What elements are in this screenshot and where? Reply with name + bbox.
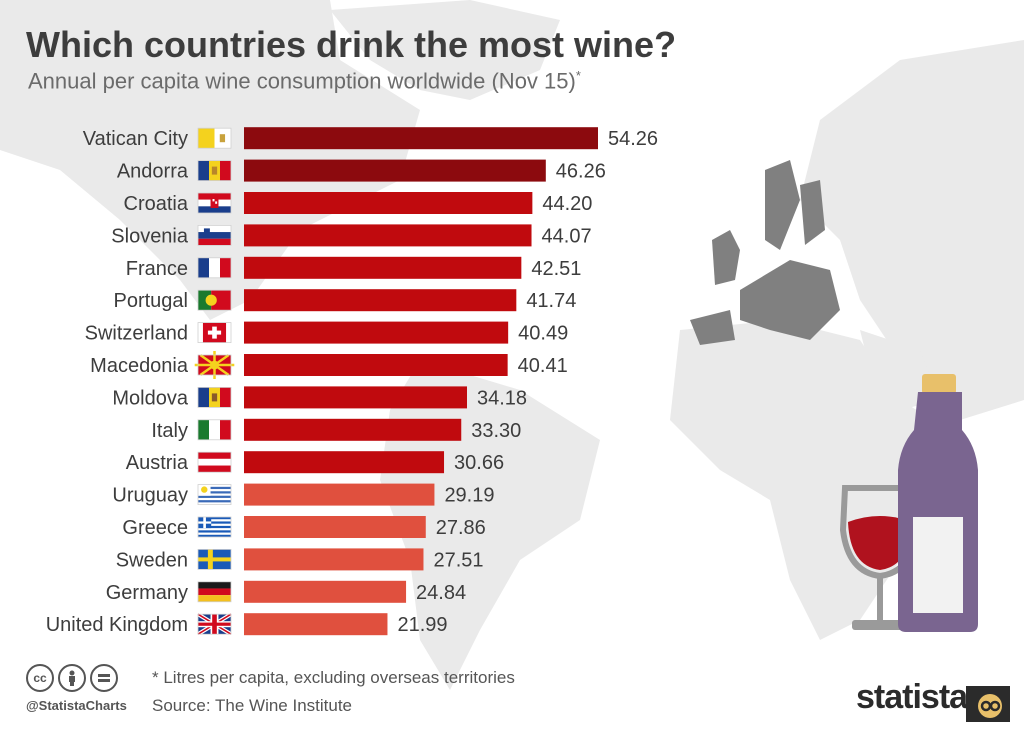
value-label: 44.20 xyxy=(542,193,592,215)
wine-bottle-icon xyxy=(898,374,978,632)
bar xyxy=(244,321,509,344)
value-label: 41.74 xyxy=(526,290,576,312)
license-icons: cc xyxy=(26,664,118,692)
statista-logo: statista xyxy=(856,678,968,716)
statista-logo-mark-icon xyxy=(966,686,1010,722)
portugal-flag-icon xyxy=(197,289,232,311)
bar xyxy=(244,127,598,150)
category-label: Uruguay xyxy=(112,485,188,507)
category-label: Vatican City xyxy=(83,128,188,150)
bar xyxy=(244,159,546,182)
bar xyxy=(244,580,407,603)
south-america-shape xyxy=(380,360,600,690)
source-note: Source: The Wine Institute xyxy=(152,696,353,715)
italy-flag-icon xyxy=(197,419,232,441)
category-label: Andorra xyxy=(117,161,189,183)
value-label: 27.86 xyxy=(436,517,486,539)
vatican-flag-icon xyxy=(197,127,232,149)
value-label: 42.51 xyxy=(531,258,581,280)
moldova-flag-icon xyxy=(197,386,232,408)
value-label: 33.30 xyxy=(471,420,521,442)
category-label: Sweden xyxy=(116,549,188,571)
bar xyxy=(244,354,508,376)
category-label: France xyxy=(126,258,188,280)
footnote: * Litres per capita, excluding overseas … xyxy=(152,668,515,687)
value-label: 40.41 xyxy=(518,355,568,377)
value-label: 44.07 xyxy=(542,225,592,247)
category-label: Germany xyxy=(106,582,188,604)
bar xyxy=(244,386,467,409)
bar xyxy=(244,483,435,506)
bar xyxy=(244,289,517,312)
europe-highlight xyxy=(690,160,840,345)
subtitle-text: Annual per capita wine consumption world… xyxy=(28,68,576,94)
bar xyxy=(244,192,533,214)
switzerland-flag-icon xyxy=(197,322,232,344)
value-label: 29.19 xyxy=(444,485,494,507)
value-label: 34.18 xyxy=(477,387,527,409)
category-label: Switzerland xyxy=(85,323,188,345)
bar xyxy=(244,516,426,538)
category-label: Moldova xyxy=(112,387,188,409)
value-label: 27.51 xyxy=(433,549,483,571)
andorra-flag-icon xyxy=(197,160,232,181)
category-label: Italy xyxy=(151,420,188,442)
subtitle-footnote-mark: * xyxy=(575,68,581,83)
bar xyxy=(244,256,522,279)
north-america-shape xyxy=(0,0,420,320)
value-label: 46.26 xyxy=(556,161,606,183)
category-label: United Kingdom xyxy=(46,614,188,636)
chart-title: Which countries drink the most wine? xyxy=(26,24,677,65)
greenland-shape xyxy=(330,0,560,100)
bar xyxy=(244,418,462,441)
creative-commons-icon: cc xyxy=(26,664,54,692)
greece-flag-icon xyxy=(197,516,232,538)
bar xyxy=(244,451,445,474)
statista-handle: @StatistaCharts xyxy=(26,698,127,713)
category-label: Portugal xyxy=(114,290,189,312)
value-label: 21.99 xyxy=(397,614,447,636)
macedonia-flag-icon xyxy=(194,351,235,379)
category-label: Greece xyxy=(122,517,188,539)
sweden-flag-icon xyxy=(197,548,232,570)
chart-subtitle: Annual per capita wine consumption world… xyxy=(28,68,581,94)
uruguay-flag-icon xyxy=(197,484,232,506)
slovenia-flag-icon xyxy=(197,225,232,246)
bar xyxy=(244,548,424,571)
asia-shape xyxy=(800,40,1024,420)
bar xyxy=(244,613,388,636)
attribution-icon xyxy=(58,664,86,692)
croatia-flag-icon xyxy=(197,192,232,214)
value-label: 24.84 xyxy=(416,582,466,604)
germany-flag-icon xyxy=(197,581,232,603)
value-label: 30.66 xyxy=(454,452,504,474)
france-flag-icon xyxy=(197,257,232,279)
austria-flag-icon xyxy=(197,451,232,473)
category-label: Slovenia xyxy=(111,225,189,247)
bar-chart: Vatican City 54.26 Andorra 46.26 Croatia 44.2… xyxy=(46,127,658,636)
no-derivatives-icon xyxy=(90,664,118,692)
bar xyxy=(244,224,532,247)
category-label: Macedonia xyxy=(90,355,189,377)
value-label: 54.26 xyxy=(608,128,658,150)
category-label: Croatia xyxy=(124,193,189,215)
value-label: 40.49 xyxy=(518,323,568,345)
uk-flag-icon xyxy=(196,612,233,636)
category-label: Austria xyxy=(126,452,189,474)
arabia-shape xyxy=(860,330,940,410)
